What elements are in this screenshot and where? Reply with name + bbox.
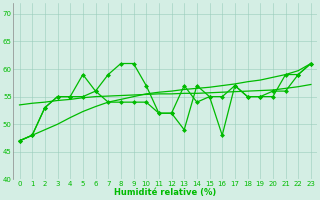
- X-axis label: Humidité relative (%): Humidité relative (%): [114, 188, 216, 197]
